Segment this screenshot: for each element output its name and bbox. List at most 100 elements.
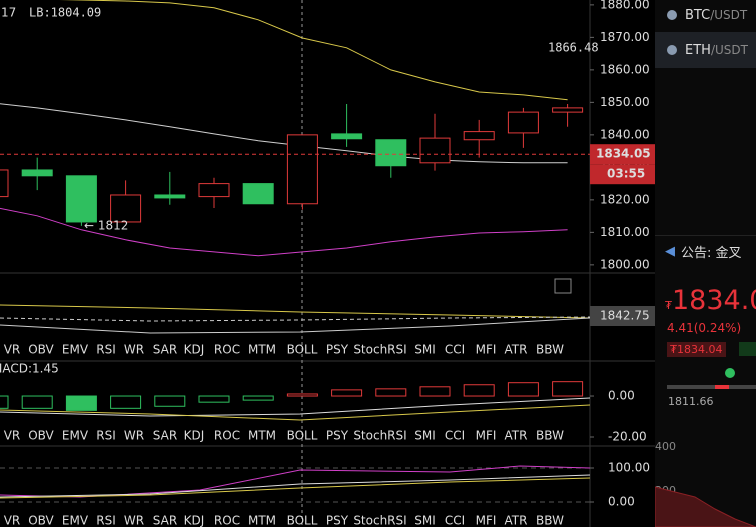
y-tick-label: 1870.00 bbox=[600, 30, 650, 44]
candle-body bbox=[65, 175, 97, 223]
macd-bar bbox=[507, 382, 539, 397]
candle-body bbox=[0, 169, 9, 198]
indicator-button[interactable]: StochRSI bbox=[353, 429, 406, 443]
indicator-button[interactable]: OBV bbox=[28, 429, 54, 443]
indicator-button[interactable]: BBW bbox=[536, 429, 564, 443]
y-tick-label: 100.00 bbox=[608, 461, 650, 475]
notice-text: 公告: 金叉 bbox=[681, 245, 742, 261]
indicator-button[interactable]: CCI bbox=[445, 514, 465, 527]
y-tick-label: 1840.00 bbox=[600, 127, 650, 141]
indicator-button[interactable]: VR bbox=[4, 514, 21, 527]
macd-bar bbox=[198, 395, 230, 403]
indicator-button[interactable]: ROC bbox=[214, 343, 240, 357]
macd-line bbox=[0, 404, 591, 421]
y-tick-label: 0.00 bbox=[608, 495, 635, 509]
indicator-button[interactable]: MFI bbox=[476, 514, 497, 527]
indicator-button[interactable]: VR bbox=[4, 343, 21, 357]
indicator-button[interactable]: EMV bbox=[62, 514, 89, 527]
range-bar bbox=[667, 385, 756, 389]
indicator-button[interactable]: BOLL bbox=[287, 343, 318, 357]
panel4-line bbox=[0, 465, 591, 498]
indicator-button[interactable]: BOLL bbox=[287, 514, 318, 527]
indicator-button[interactable]: ROC bbox=[214, 429, 240, 443]
y-tick-label: 1880.00 bbox=[600, 0, 650, 11]
indicator-button[interactable]: KDJ bbox=[184, 429, 205, 443]
pair-base: ETH bbox=[685, 42, 711, 58]
indicator-button[interactable]: SMI bbox=[414, 343, 436, 357]
notice[interactable]: ◀ 公告: 金叉 bbox=[655, 235, 756, 266]
panel4-line bbox=[0, 474, 591, 498]
indicator-button[interactable]: MFI bbox=[476, 343, 497, 357]
high-label: 1866.48 bbox=[548, 40, 599, 54]
price: ₮1834.0 bbox=[665, 285, 756, 316]
band-line bbox=[59, 0, 568, 101]
macd-bar bbox=[552, 381, 584, 397]
indicator-button[interactable]: VR bbox=[4, 429, 21, 443]
band-line bbox=[0, 103, 568, 164]
indicator-button[interactable]: CCI bbox=[445, 429, 465, 443]
indicator-button[interactable]: OBV bbox=[28, 514, 54, 527]
indicator-button[interactable]: ATR bbox=[505, 343, 528, 357]
pair-base: BTC bbox=[685, 7, 711, 23]
indicator-button[interactable]: StochRSI bbox=[353, 514, 406, 527]
indicator-button[interactable]: EMV bbox=[62, 429, 89, 443]
pair-quote: /USDT bbox=[710, 8, 748, 22]
candle-body bbox=[110, 194, 142, 223]
expand-icon bbox=[554, 278, 572, 294]
indicator-button[interactable]: KDJ bbox=[184, 343, 205, 357]
indicator-button[interactable]: ATR bbox=[505, 514, 528, 527]
indicator-button[interactable]: BBW bbox=[536, 514, 564, 527]
indicator-button[interactable]: BBW bbox=[536, 343, 564, 357]
pair-quote: /USDT bbox=[710, 43, 748, 57]
indicator-button[interactable]: SMI bbox=[414, 514, 436, 527]
indicator-button[interactable]: MTM bbox=[248, 343, 276, 357]
range-marker bbox=[725, 368, 735, 378]
band-line bbox=[0, 207, 568, 257]
indicator-button[interactable]: SAR bbox=[153, 514, 177, 527]
band-label: LB:1804.09 bbox=[29, 6, 101, 20]
indicator-button[interactable]: MFI bbox=[476, 429, 497, 443]
indicator-button[interactable]: ROC bbox=[214, 514, 240, 527]
macd-bar bbox=[463, 384, 495, 397]
badge: ₮1834.04 bbox=[667, 342, 726, 357]
indicator-button[interactable]: EMV bbox=[62, 343, 89, 357]
indicator-button[interactable]: KDJ bbox=[184, 514, 205, 527]
indicator-button[interactable]: PSY bbox=[326, 429, 349, 443]
indicator-button[interactable]: OBV bbox=[28, 343, 54, 357]
indicator-button[interactable]: WR bbox=[124, 514, 144, 527]
macd-bar bbox=[331, 389, 363, 397]
candle-body bbox=[507, 111, 539, 134]
panel4-line bbox=[0, 477, 591, 499]
indicator-button[interactable]: SAR bbox=[153, 343, 177, 357]
indicator-button[interactable]: SMI bbox=[414, 429, 436, 443]
indicator-button[interactable]: MTM bbox=[248, 429, 276, 443]
macd-bar bbox=[65, 395, 97, 411]
indicator-button[interactable]: PSY bbox=[326, 514, 349, 527]
y-tick-label: 1820.00 bbox=[600, 192, 650, 206]
indicator-button[interactable]: RSI bbox=[96, 429, 116, 443]
depth-tick: 400 bbox=[655, 440, 676, 453]
candle-body bbox=[552, 107, 584, 113]
indicator-button[interactable]: WR bbox=[124, 343, 144, 357]
indicator-button[interactable]: MTM bbox=[248, 514, 276, 527]
macd-bar bbox=[286, 393, 318, 397]
currency: ₮ bbox=[665, 299, 672, 312]
indicator-button[interactable]: WR bbox=[124, 429, 144, 443]
y-tick-label: 1860.00 bbox=[600, 62, 650, 76]
low-marker: ← 1812 bbox=[84, 219, 128, 233]
indicator-button[interactable]: ATR bbox=[505, 429, 528, 443]
indicator-button[interactable]: SAR bbox=[153, 429, 177, 443]
indicator-button[interactable]: RSI bbox=[96, 514, 116, 527]
pair-row[interactable]: ETH/USDT bbox=[655, 32, 756, 68]
panel2-line bbox=[0, 316, 591, 322]
price-tag-label: 1834.05 bbox=[596, 147, 651, 161]
indicator-button[interactable]: CCI bbox=[445, 343, 465, 357]
indicator-button[interactable]: RSI bbox=[96, 343, 116, 357]
indicator-button[interactable]: PSY bbox=[326, 343, 349, 357]
indicator-button[interactable]: StochRSI bbox=[353, 343, 406, 357]
pair-row[interactable]: BTC/USDT bbox=[655, 0, 756, 30]
indicator-button[interactable]: BOLL bbox=[287, 429, 318, 443]
panel2-tag-label: 1842.75 bbox=[600, 309, 650, 323]
candle-body bbox=[331, 133, 363, 140]
